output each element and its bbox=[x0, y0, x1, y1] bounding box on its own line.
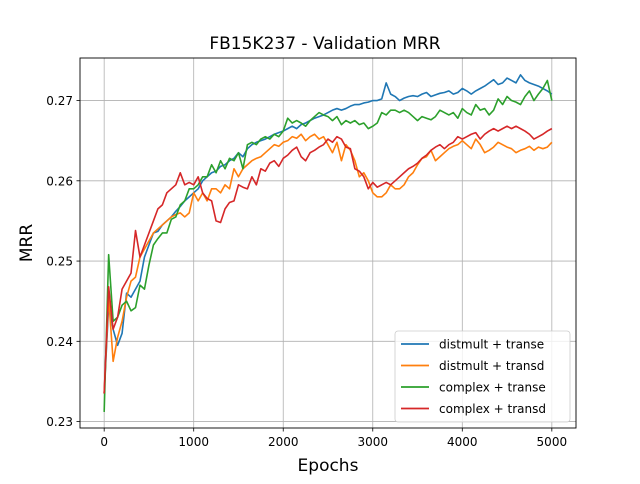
x-tick-label: 5000 bbox=[537, 435, 568, 449]
legend: distmult + transe distmult + transd comple… bbox=[394, 330, 571, 423]
legend-label: complex + transe bbox=[439, 381, 546, 395]
x-ticks: 0 1000 2000 3000 4000 5000 bbox=[100, 428, 567, 449]
series-line-2 bbox=[103, 133, 553, 394]
x-tick-label: 1000 bbox=[178, 435, 209, 449]
legend-label: distmult + transe bbox=[439, 338, 544, 352]
axes-frame bbox=[79, 57, 577, 429]
x-axis-label: Epochs bbox=[298, 456, 359, 476]
y-tick-label: 0.25 bbox=[46, 255, 73, 269]
x-tick-label: 4000 bbox=[447, 435, 478, 449]
x-tick-label: 2000 bbox=[268, 435, 299, 449]
y-tick-label: 0.26 bbox=[46, 174, 73, 188]
y-tick-label: 0.23 bbox=[46, 415, 73, 429]
grid bbox=[80, 58, 576, 428]
chart-title: FB15K237 - Validation MRR bbox=[209, 34, 440, 54]
y-tick-label: 0.24 bbox=[46, 335, 73, 349]
y-ticks: 0.23 0.24 0.25 0.26 0.27 bbox=[46, 94, 80, 429]
legend-box bbox=[394, 330, 571, 423]
series-line-3 bbox=[103, 79, 553, 412]
x-tick-label: 3000 bbox=[357, 435, 388, 449]
legend-label: distmult + transd bbox=[439, 359, 544, 373]
series-layer bbox=[103, 74, 553, 412]
series-line-4 bbox=[103, 125, 553, 394]
x-tick-label: 0 bbox=[100, 435, 108, 449]
y-axis-label: MRR bbox=[17, 224, 37, 262]
y-tick-label: 0.27 bbox=[46, 94, 73, 108]
legend-label: complex + transd bbox=[439, 402, 546, 416]
